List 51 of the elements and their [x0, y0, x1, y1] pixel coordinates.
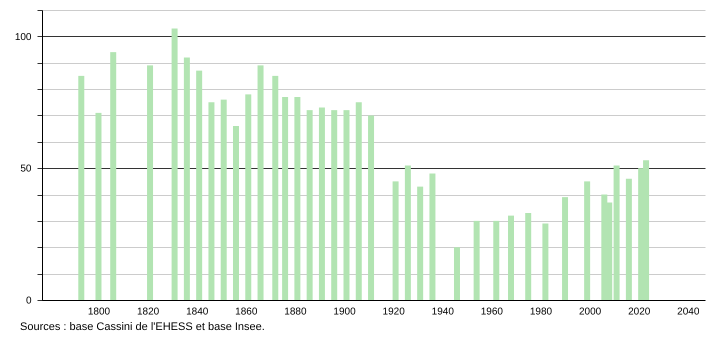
bar — [232, 126, 239, 300]
bar — [525, 213, 532, 300]
bar — [331, 110, 338, 300]
x-tick-label: 2020 — [628, 306, 651, 318]
x-tick-label: 1880 — [284, 306, 307, 318]
x-tick-label: 2000 — [578, 306, 602, 318]
bar — [294, 97, 300, 300]
source-note: Sources : base Cassini de l'EHESS et base Insee. — [20, 320, 265, 334]
bar — [245, 94, 252, 300]
bar — [429, 173, 436, 300]
bar — [95, 112, 102, 300]
bar — [392, 181, 399, 300]
x-tick-label: 1940 — [432, 306, 454, 318]
x-tick-label: 1960 — [480, 306, 504, 318]
bar — [220, 100, 227, 300]
bar — [454, 247, 460, 300]
x-tick-label: 1840 — [186, 306, 209, 318]
x-tick-label: 1920 — [382, 306, 406, 318]
x-tick-label: 1980 — [530, 306, 553, 318]
bar — [562, 197, 568, 300]
bar — [356, 102, 362, 300]
x-tick-label: 1820 — [136, 306, 160, 318]
bar — [258, 65, 264, 300]
x-tick-label: 1860 — [235, 306, 258, 318]
bar — [272, 76, 278, 300]
bar — [208, 102, 214, 300]
y-tick-label: 50 — [20, 164, 32, 175]
bar — [196, 70, 202, 300]
bar — [417, 186, 424, 300]
x-tick-label: 1800 — [88, 306, 111, 318]
bar — [147, 65, 154, 300]
bar — [626, 178, 632, 300]
bar — [493, 220, 500, 300]
bar — [542, 224, 548, 300]
x-tick-label: 2040 — [677, 306, 700, 318]
bar — [368, 115, 374, 300]
bar — [306, 110, 313, 300]
bar — [282, 97, 288, 300]
bar — [318, 108, 325, 300]
bar — [474, 220, 480, 300]
y-tick-label: 0 — [26, 296, 32, 306]
bar — [172, 28, 178, 300]
bar — [184, 57, 190, 300]
bar — [404, 166, 411, 300]
bar — [508, 216, 514, 300]
bar — [110, 52, 116, 300]
bar — [78, 76, 84, 300]
bar — [584, 181, 590, 300]
x-tick-label: 1900 — [333, 306, 356, 318]
y-tick-label: 100 — [14, 32, 32, 43]
bar — [343, 110, 350, 300]
